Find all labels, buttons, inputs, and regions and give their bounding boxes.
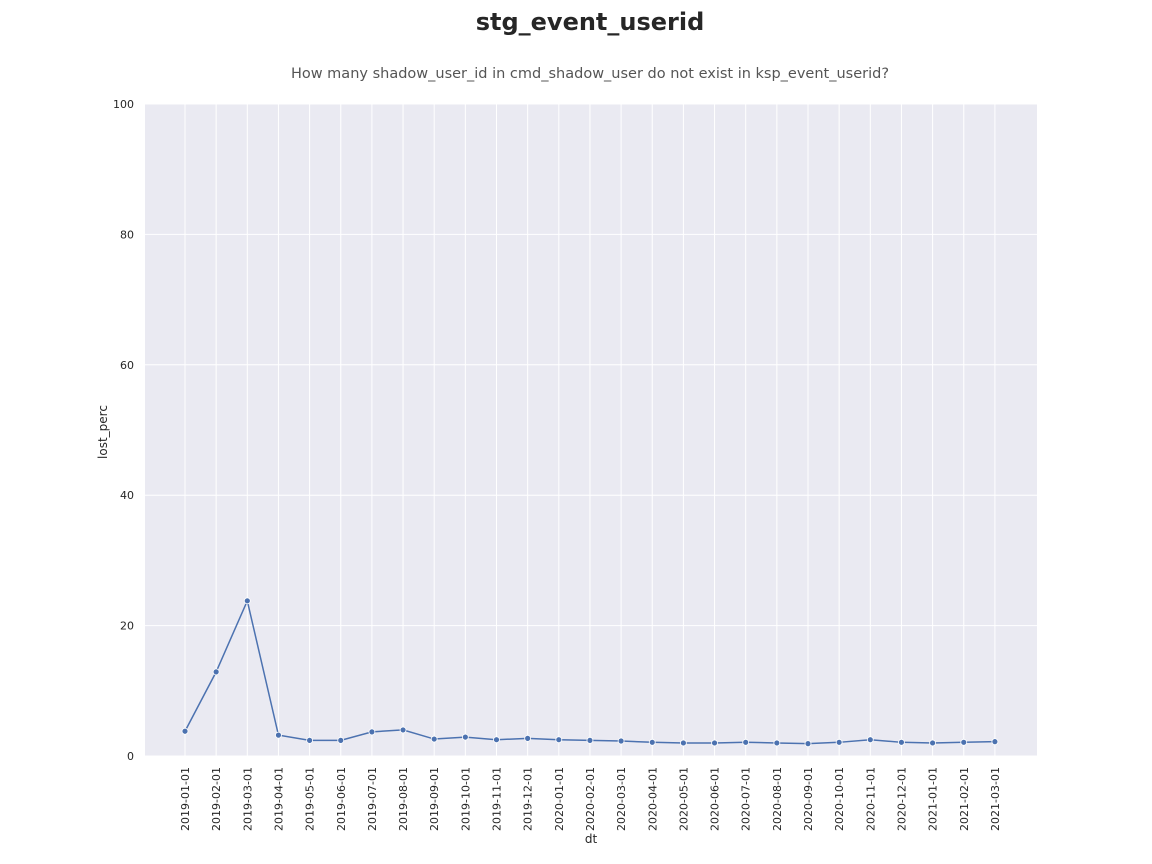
data-point [586,736,594,744]
data-point [991,738,999,746]
x-tick-labels: 2019-01-01 2019-02-01 2019-03-01 2019-04-01… [179,767,1002,831]
x-tick-label: 2021-03-01 [989,767,1002,831]
x-gridlines [184,104,996,756]
x-tick-label: 2019-02-01 [210,767,223,831]
data-point [181,727,189,735]
x-tick-label: 2021-01-01 [927,767,940,831]
data-point [711,739,718,747]
data-point [337,736,345,744]
x-tick-label: 2019-04-01 [272,767,285,831]
x-tick-label: 2020-03-01 [615,767,628,831]
x-tick-label: 2019-07-01 [366,767,379,831]
y-tick-label: 80 [120,228,134,241]
y-axis-label: lost_perc [96,405,110,459]
y-tick-label: 60 [120,359,134,372]
series-points [181,597,999,748]
y-tick-label: 0 [127,750,134,763]
data-point [399,726,407,734]
y-tick-label: 20 [120,620,134,633]
data-point [929,739,936,747]
x-tick-label: 2019-12-01 [522,767,535,831]
data-point [866,736,874,744]
data-point [648,738,656,746]
data-point [368,728,376,736]
chart-subtitle: How many shadow_user_id in cmd_shadow_us… [290,66,890,82]
y-tick-label: 100 [113,98,134,111]
data-point [898,738,905,746]
x-tick-label: 2020-11-01 [864,767,877,831]
x-tick-label: 2021-02-01 [958,767,971,831]
data-point [680,739,687,747]
x-tick-label: 2019-03-01 [241,767,254,831]
x-tick-label: 2020-02-01 [584,767,597,831]
x-tick-label: 2020-06-01 [709,767,722,831]
data-point [243,597,251,605]
data-point [960,738,968,746]
x-tick-label: 2020-05-01 [677,767,690,831]
data-point [430,735,438,743]
data-point [493,736,500,744]
x-tick-label: 2019-05-01 [304,767,317,831]
data-point [524,734,532,742]
y-tick-label: 40 [120,489,134,502]
x-tick-label: 2019-10-01 [459,767,472,831]
x-tick-label: 2020-12-01 [895,767,908,831]
data-point [212,668,220,676]
x-axis-label: dt [585,832,598,846]
data-point [555,736,563,744]
data-point [835,738,843,746]
data-point [617,737,625,745]
data-point [306,736,314,744]
x-tick-label: 2020-07-01 [740,767,753,831]
data-point [804,740,812,748]
x-tick-label: 2019-01-01 [179,767,192,831]
data-point [461,733,469,741]
data-point [773,739,781,747]
x-tick-label: 2019-06-01 [335,767,348,831]
x-tick-label: 2019-08-01 [397,767,410,831]
data-point [275,731,282,739]
plot-area [145,104,1037,756]
x-tick-label: 2020-10-01 [833,767,846,831]
x-tick-label: 2019-11-01 [491,767,504,831]
x-tick-label: 2020-01-01 [553,767,566,831]
data-point [742,738,750,746]
x-tick-label: 2020-09-01 [802,767,815,831]
y-gridlines [145,103,1037,757]
x-tick-label: 2020-08-01 [771,767,784,831]
x-tick-label: 2020-04-01 [646,767,659,831]
chart-title: stg_event_userid [475,8,705,36]
x-tick-label: 2019-09-01 [428,767,441,831]
y-tick-labels: 0 20 40 60 80 100 [113,98,134,763]
